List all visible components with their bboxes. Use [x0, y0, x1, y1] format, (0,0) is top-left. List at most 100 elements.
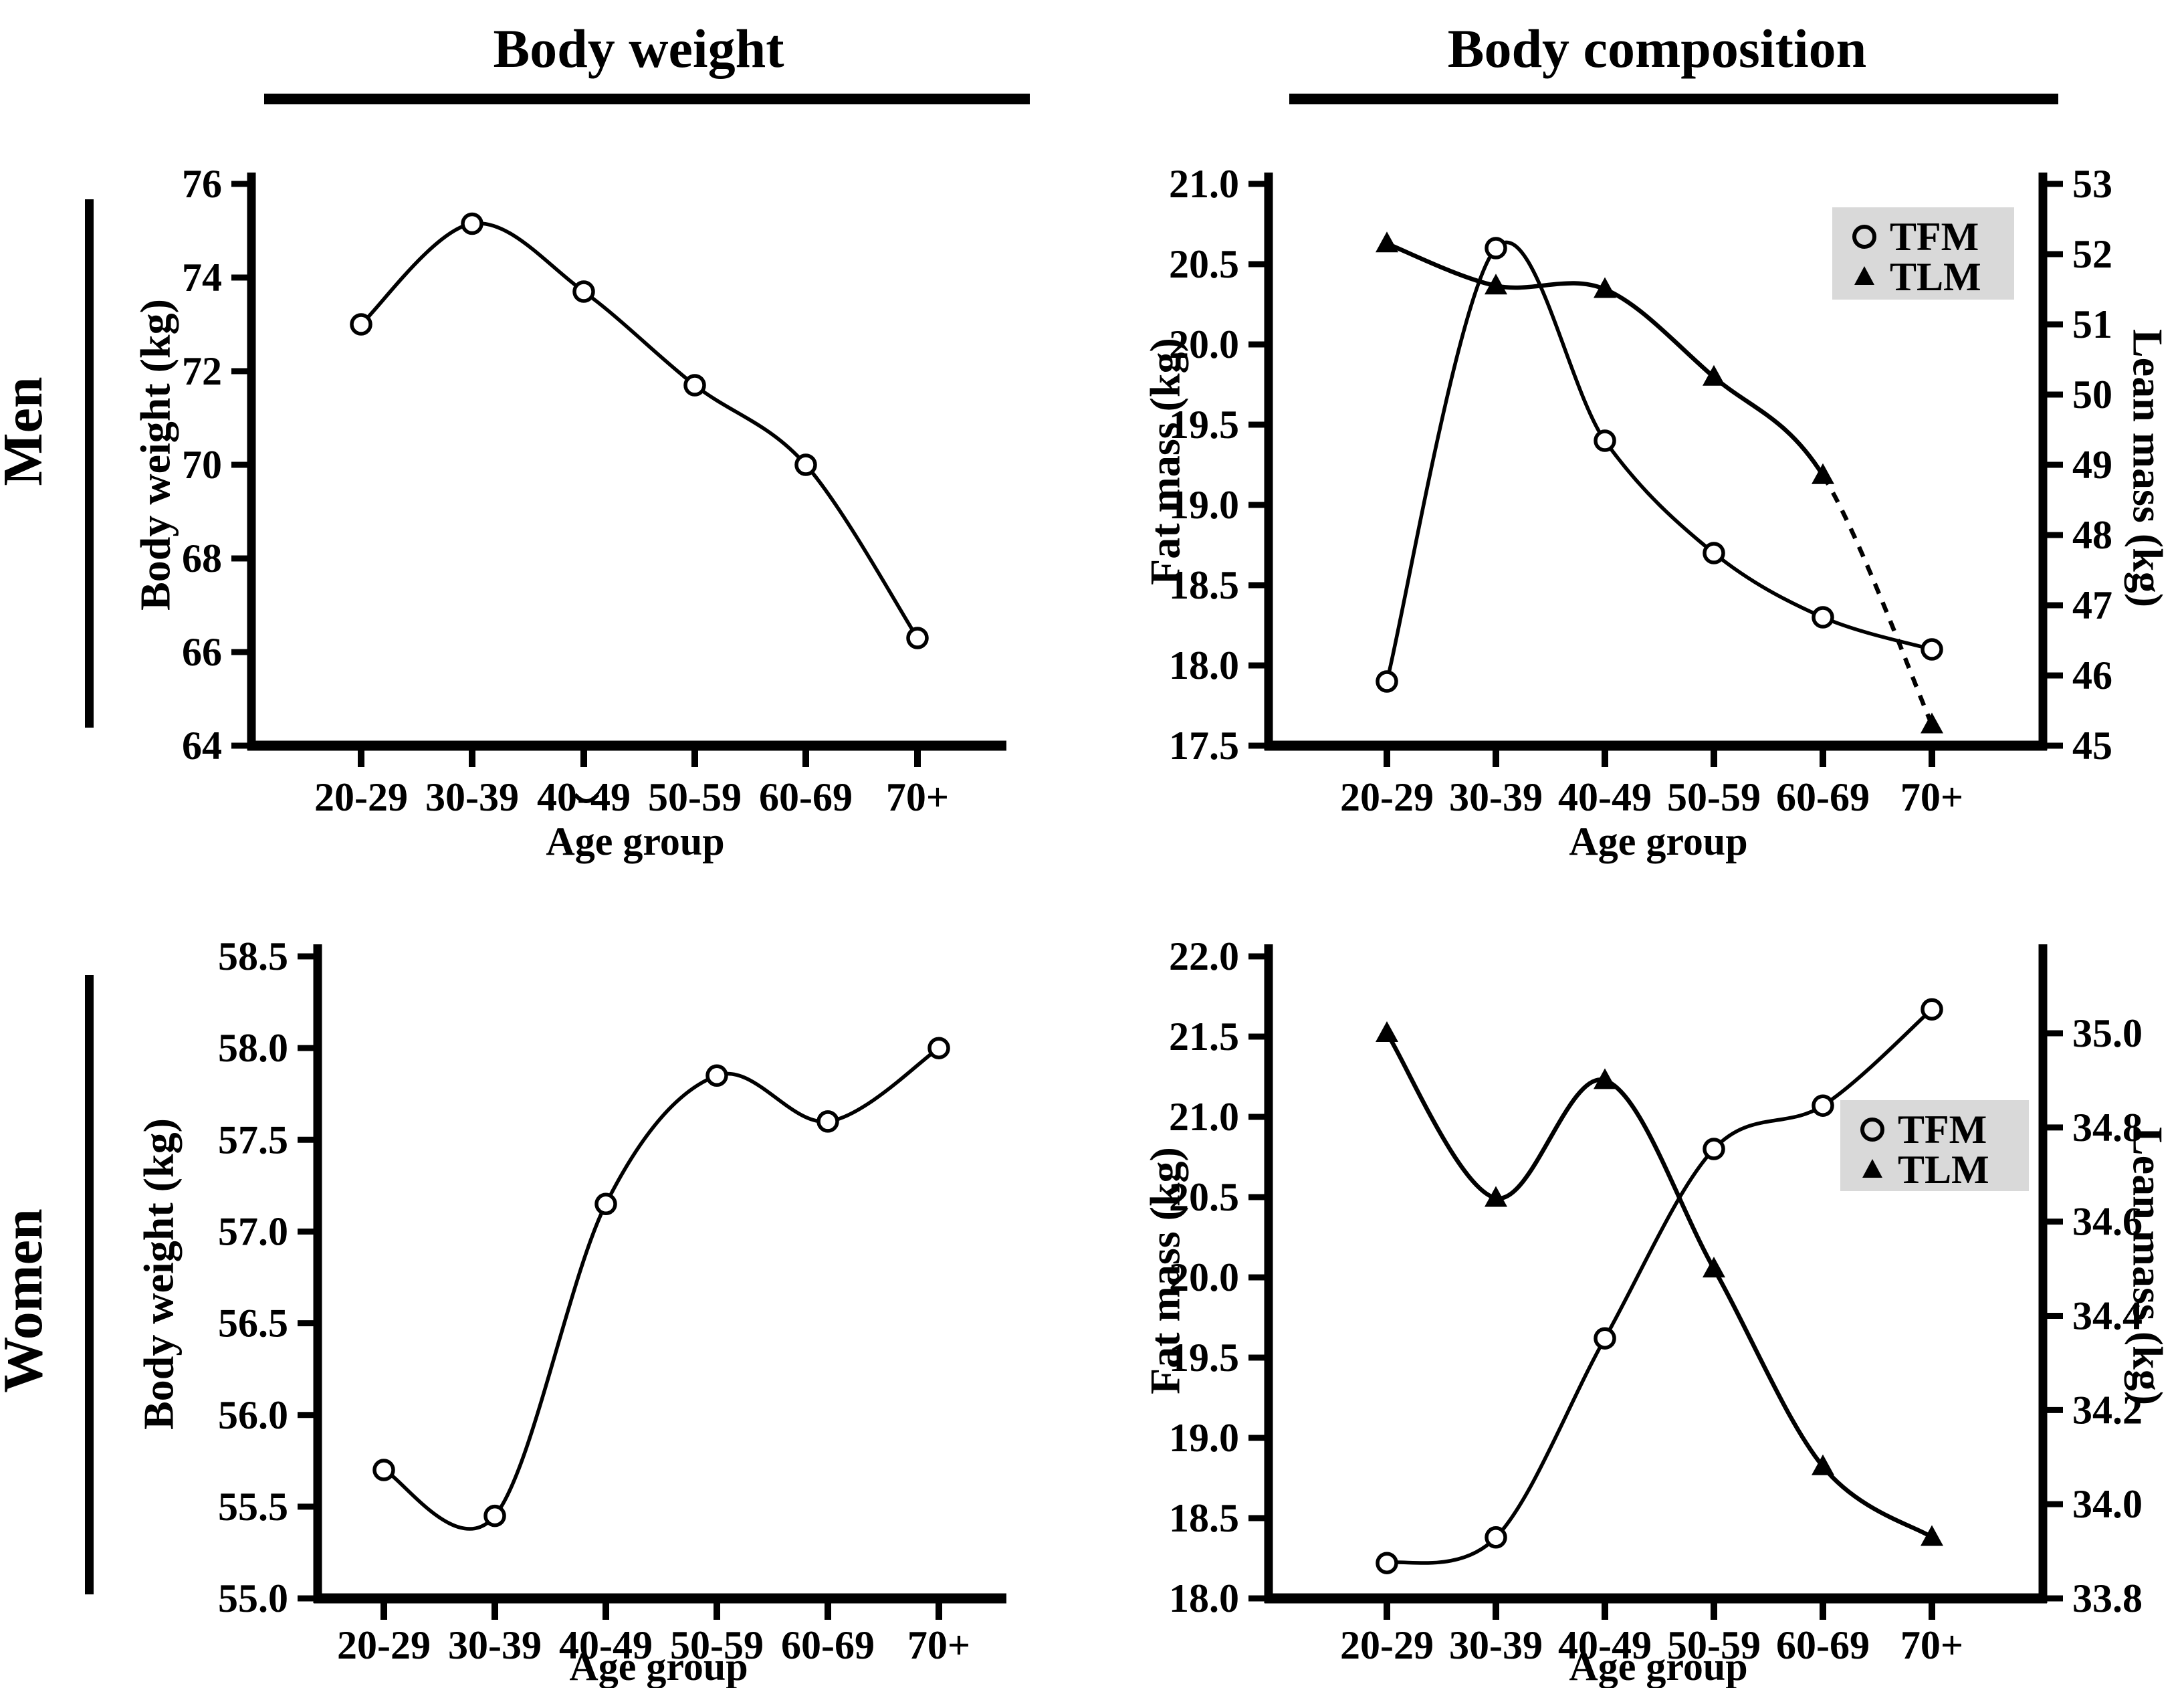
y-tick-label-right: 34.2 [2072, 1388, 2143, 1432]
header-rule-body-composition [1289, 94, 2058, 104]
row-rule-men [85, 199, 94, 728]
y-tick-label-left: 19.5 [1169, 403, 1239, 447]
y-tick-label-right: 34.8 [2072, 1105, 2143, 1150]
y-tick-label-left: 58.0 [218, 1026, 288, 1070]
y-tick-label-right: 34.0 [2072, 1482, 2143, 1526]
y-tick-label-right: 49 [2072, 443, 2112, 487]
y-axis-title-left: Fat mass (kg) [1141, 1147, 1189, 1394]
marker-circle [1594, 1327, 1616, 1350]
chart-men-body-weight: 76 74 72 70 68 66 64 20-29 30-39 40-49 50-59 60-69 7… [132, 162, 1006, 863]
y-axis-title-left: Fat mass (kg) [1141, 338, 1189, 585]
y-tick-label-left: 21.0 [1169, 162, 1239, 206]
marker-triangle [1703, 364, 1725, 386]
row-label-women: Women [0, 1208, 54, 1392]
x-tick-label: 60-69 [1776, 1623, 1870, 1667]
marker-circle [1594, 429, 1616, 452]
y-axis-title-left: Body weight (kg) [135, 1118, 183, 1430]
y-tick-label-right: 46 [2072, 653, 2112, 698]
x-tick-label: 40-49 [559, 1623, 653, 1667]
x-tick-label: 40-49 [1558, 775, 1652, 819]
y-tick-label-left: 68 [182, 536, 222, 581]
y-tick-label-left: 66 [182, 630, 222, 674]
marker-circle [594, 1192, 617, 1216]
y-tick-label-right: 52 [2072, 232, 2112, 276]
y-tick-label-left: 18.5 [1169, 563, 1239, 607]
y-tick-label-left: 19.0 [1169, 1416, 1239, 1460]
series-line-TFM [1385, 240, 1933, 682]
y-tick-label-left: 20.5 [1169, 242, 1239, 286]
y-tick-label-right: 35.0 [2072, 1011, 2143, 1055]
y-tick-label-right: 47 [2072, 583, 2112, 627]
marker-circle [461, 212, 483, 235]
y-tick-label-right: 51 [2072, 302, 2112, 346]
legend-label: TFM [1898, 1107, 1987, 1152]
column-header-body-weight: Body weight [493, 18, 784, 79]
y-tick-label-right: 34.6 [2072, 1200, 2143, 1244]
y-tick-label-left: 20.0 [1169, 1255, 1239, 1299]
marker-circle [1376, 1552, 1398, 1574]
marker-circle [1376, 670, 1398, 693]
y-tick-label-left: 72 [182, 349, 222, 393]
y-tick-label-left: 19.5 [1169, 1336, 1239, 1380]
marker-circle [372, 1459, 395, 1481]
marker-triangle [1376, 1021, 1398, 1042]
y-tick-label-left: 55.0 [218, 1576, 288, 1620]
marker-circle [816, 1110, 839, 1133]
marker-triangle [1485, 274, 1507, 295]
y-tick-label-left: 58.5 [218, 934, 288, 978]
marker-circle [1485, 1526, 1507, 1549]
y-tick-label-left: 56.0 [218, 1393, 288, 1437]
x-tick-label: 50-59 [648, 775, 742, 819]
marker-triangle [1485, 1186, 1507, 1207]
y-tick-label-left: 18.0 [1169, 1576, 1239, 1620]
legend-marker-circle [1860, 1118, 1884, 1142]
marker-triangle [1921, 1525, 1943, 1546]
marker-triangle [1703, 1257, 1725, 1278]
x-axis-title: Age group [1569, 1645, 1747, 1688]
chart-men-body-composition: 21.0 20.5 20.0 19.5 19.0 18.5 18.0 17.5 53 52 51 50… [1141, 162, 2172, 863]
y-tick-label-left: 18.5 [1169, 1496, 1239, 1540]
y-tick-label-left: 76 [182, 162, 222, 206]
x-tick-label: 70+ [1900, 1623, 1963, 1667]
marker-circle [1812, 606, 1834, 629]
marker-triangle [1812, 463, 1834, 484]
y-tick-label-right: 53 [2072, 162, 2112, 206]
marker-circle [483, 1504, 506, 1527]
column-header-body-composition: Body composition [1448, 18, 1867, 79]
marker-circle [906, 627, 929, 649]
marker-circle [927, 1037, 950, 1059]
x-axis-title: Age group [1569, 819, 1747, 863]
x-tick-label: 50-59 [1667, 1623, 1761, 1667]
marker-circle [1921, 638, 1943, 661]
x-tick-label: 70+ [1900, 775, 1963, 819]
marker-circle [705, 1064, 728, 1087]
x-axis-title: Age group [569, 1645, 748, 1688]
y-tick-label-left: 18.0 [1169, 643, 1239, 688]
y-tick-label-left: 64 [182, 724, 222, 768]
marker-triangle [1594, 1068, 1616, 1089]
marker-circle [1921, 998, 1943, 1021]
y-tick-label-left: 22.0 [1169, 934, 1239, 978]
y-tick-label-left: 21.5 [1169, 1015, 1239, 1059]
legend-label: TLM [1890, 255, 1981, 299]
y-tick-label-right: 48 [2072, 513, 2112, 557]
y-tick-label-left: 55.5 [218, 1485, 288, 1529]
y-tick-label-left: 19.0 [1169, 483, 1239, 527]
marker-triangle [1376, 231, 1398, 253]
y-axis-title-right: Lean mass (kg) [2124, 1127, 2172, 1405]
marker-circle [683, 374, 706, 397]
y-tick-label-left: 57.0 [218, 1209, 288, 1253]
x-tick-label: 20-29 [1340, 775, 1434, 819]
x-tick-label: 30-39 [448, 1623, 542, 1667]
marker-triangle [1812, 1454, 1834, 1475]
marker-circle [1812, 1094, 1834, 1117]
y-tick-label-left: 70 [182, 443, 222, 487]
marker-circle [1703, 1138, 1725, 1160]
legend-marker-triangle [1854, 266, 1874, 285]
y-tick-label-left: 56.5 [218, 1301, 288, 1346]
x-tick-label: 30-39 [425, 775, 519, 819]
marker-triangle [1594, 277, 1616, 298]
series-line-Body weight [383, 1046, 940, 1531]
x-tick-label: 50-59 [670, 1623, 764, 1667]
